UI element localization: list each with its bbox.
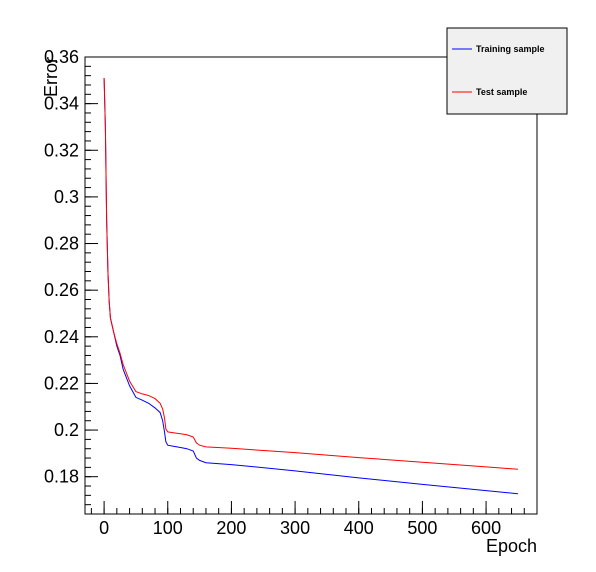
x-tick-label: 300: [280, 518, 310, 538]
x-tick-label: 200: [216, 518, 246, 538]
x-tick-label: 600: [471, 518, 501, 538]
y-axis: 0.18 0.2 0.22 0.24 0.26 0.28 0.3 0.32 0.34 0.36: [44, 47, 98, 515]
y-tick-label: 0.22: [44, 373, 79, 393]
x-tick-label: 400: [344, 518, 374, 538]
y-tick-label: 0.2: [54, 420, 79, 440]
legend: Training sample Test sample: [446, 27, 568, 115]
y-tick-label: 0.34: [44, 94, 79, 114]
y-tick-label: 0.3: [54, 187, 79, 207]
x-axis-title: Epoch: [486, 536, 537, 556]
y-tick-label: 0.24: [44, 327, 79, 347]
x-tick-label: 100: [153, 518, 183, 538]
x-tick-label: 500: [407, 518, 437, 538]
legend-label-training: Training sample: [476, 44, 545, 54]
series-layer: [103, 77, 518, 495]
y-tick-label: 0.26: [44, 280, 79, 300]
y-tick-label: 0.32: [44, 140, 79, 160]
legend-box: [446, 27, 568, 115]
series-line-training: [103, 77, 518, 495]
y-tick-label: 0.28: [44, 234, 79, 254]
y-tick-label: 0.18: [44, 467, 79, 487]
series-line-test: [103, 77, 518, 470]
legend-label-test: Test sample: [476, 87, 527, 97]
plot-frame: [84, 56, 538, 515]
x-tick-label: 0: [99, 518, 109, 538]
y-axis-title: Error: [41, 57, 61, 97]
x-axis: 0 100 200 300 400 500 600: [90, 501, 538, 538]
y-tick-label: 0.36: [44, 47, 79, 67]
